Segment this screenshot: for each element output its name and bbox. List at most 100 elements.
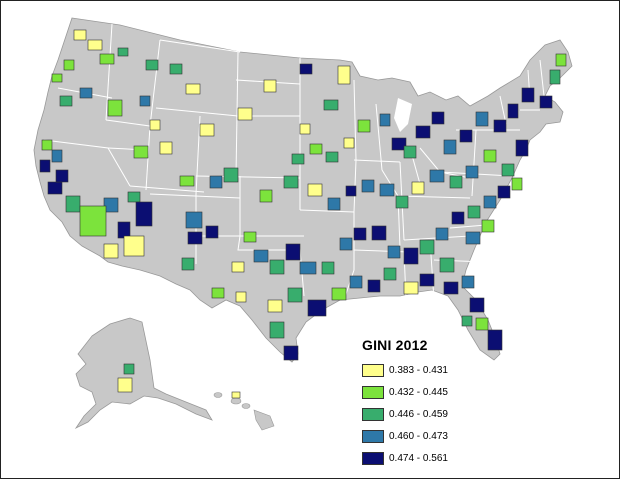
county-patch: [403, 281, 419, 295]
county-patch: [501, 163, 515, 177]
county-patch: [235, 291, 247, 303]
legend-label: 0.432 - 0.445: [389, 386, 448, 398]
county-patch: [549, 69, 561, 85]
county-patch: [467, 205, 481, 219]
county-patch: [185, 211, 203, 229]
legend-label: 0.474 - 0.561: [389, 452, 448, 464]
county-patch: [415, 125, 431, 139]
legend-label: 0.460 - 0.473: [389, 430, 448, 442]
county-patch: [459, 129, 473, 143]
county-patch: [103, 243, 119, 259]
county-patch: [237, 107, 253, 121]
county-patch: [343, 137, 355, 149]
county-patch: [419, 239, 435, 255]
county-patch: [461, 275, 475, 289]
county-patch: [419, 273, 435, 287]
county-patch: [391, 137, 407, 151]
county-patch: [361, 179, 375, 193]
legend-item: 0.460 - 0.473: [362, 425, 492, 447]
county-patch: [521, 87, 535, 103]
county-patch: [443, 139, 457, 155]
county-patch: [223, 167, 239, 183]
county-patch: [511, 177, 523, 191]
county-patch: [283, 175, 299, 189]
county-patch: [431, 111, 445, 125]
county-patch: [269, 259, 285, 275]
county-patch: [475, 317, 489, 331]
legend-swatch: [362, 429, 384, 443]
county-patch: [159, 141, 173, 155]
county-patch: [79, 205, 107, 237]
county-patch: [79, 87, 93, 99]
county-patch: [481, 219, 495, 233]
county-choropleth: [39, 29, 567, 399]
county-patch: [487, 329, 503, 351]
county-patch: [461, 315, 473, 327]
county-patch: [287, 287, 303, 303]
county-patch: [199, 123, 215, 137]
county-patch: [539, 95, 553, 109]
county-patch: [299, 63, 313, 75]
county-patch: [357, 119, 371, 133]
county-patch: [243, 231, 257, 243]
county-patch: [181, 257, 195, 271]
county-patch: [51, 149, 63, 163]
county-patch: [117, 47, 129, 57]
county-patch: [475, 111, 489, 127]
legend-label: 0.446 - 0.459: [389, 408, 448, 420]
county-patch: [299, 123, 311, 135]
county-patch: [187, 231, 203, 245]
county-patch: [345, 185, 357, 197]
county-patch: [439, 257, 455, 273]
legend-item: 0.474 - 0.561: [362, 447, 492, 469]
county-patch: [55, 169, 69, 183]
county-patch: [299, 261, 317, 275]
county-patch: [127, 191, 141, 203]
county-patch: [515, 139, 529, 157]
county-patch: [429, 169, 445, 183]
hawaii-islands: [213, 392, 275, 431]
county-patch: [103, 197, 119, 213]
county-patch: [465, 165, 479, 179]
county-patch: [259, 189, 273, 203]
county-patch: [323, 99, 339, 111]
county-patch: [339, 237, 353, 251]
county-patch: [65, 195, 81, 213]
county-patch: [497, 185, 511, 199]
legend-swatch: [362, 363, 384, 377]
county-patch: [283, 345, 299, 361]
county-patch: [169, 63, 183, 75]
county-patch: [379, 183, 395, 197]
county-patch: [117, 221, 131, 239]
contiguous-us-landmass: [33, 17, 573, 363]
county-patch: [469, 297, 485, 313]
county-patch: [231, 391, 241, 399]
county-patch: [99, 53, 115, 65]
county-patch: [211, 287, 225, 299]
county-patch: [149, 119, 161, 131]
county-patch: [383, 267, 397, 281]
county-patch: [403, 145, 417, 159]
county-patch: [231, 261, 245, 273]
county-patch: [41, 139, 53, 151]
county-patch: [139, 95, 151, 107]
county-patch: [309, 143, 323, 155]
county-patch: [411, 181, 425, 195]
county-patch: [179, 175, 195, 187]
county-patch: [331, 287, 347, 301]
county-patch: [123, 235, 145, 257]
county-patch: [349, 275, 363, 289]
county-patch: [325, 151, 339, 163]
legend-title: GINI 2012: [362, 337, 428, 353]
county-patch: [307, 299, 327, 317]
county-patch: [59, 95, 73, 107]
county-patch: [63, 59, 75, 71]
county-patch: [209, 175, 223, 189]
county-patch: [133, 145, 149, 159]
county-patch: [87, 39, 103, 51]
county-patch: [367, 279, 381, 293]
county-patch: [327, 197, 341, 211]
county-patch: [371, 225, 387, 241]
county-patch: [395, 195, 409, 209]
county-patch: [483, 195, 497, 209]
